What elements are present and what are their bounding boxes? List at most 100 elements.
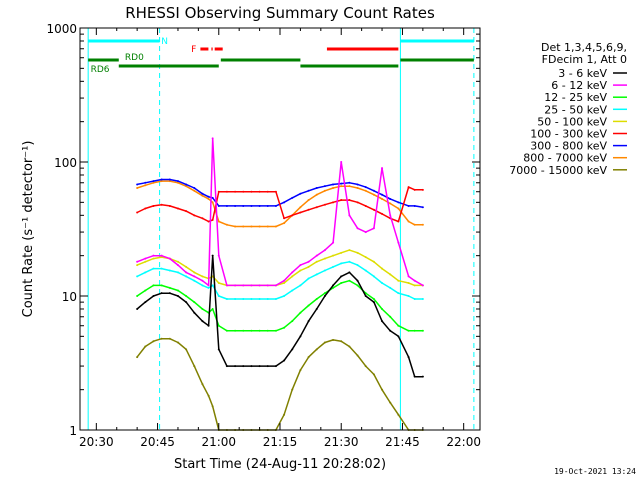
series-point-1-32 [389, 214, 392, 217]
series-point-1-15 [250, 284, 253, 287]
series-point-7-33 [397, 207, 400, 210]
series-point-0-25 [332, 284, 335, 287]
series-point-1-17 [266, 284, 269, 287]
legend-entry-7: 800 - 7000 keV [523, 152, 607, 165]
series-point-6-0 [136, 183, 139, 186]
series-point-2-2 [152, 284, 155, 287]
chart-title: RHESSI Observing Summary Count Rates [125, 4, 435, 22]
series-point-0-5 [176, 295, 179, 297]
series-point-0-10 [211, 254, 214, 257]
series-point-1-34 [407, 275, 410, 278]
series-point-5-35 [413, 188, 416, 191]
series-point-2-27 [348, 279, 351, 282]
series-point-3-28 [356, 264, 359, 267]
series-point-6-24 [323, 185, 326, 188]
series-point-5-7 [193, 214, 196, 217]
x-tick-label-5: 21:45 [385, 435, 420, 449]
series-point-2-15 [250, 329, 253, 332]
series-point-7-13 [234, 225, 237, 228]
series-point-2-28 [356, 284, 359, 287]
series-point-3-32 [389, 286, 392, 289]
series-point-6-1 [144, 181, 147, 184]
series-point-7-31 [381, 197, 384, 200]
series-point-4-21 [299, 269, 302, 272]
series-point-7-15 [250, 225, 253, 228]
series-point-0-36 [421, 375, 424, 378]
series-point-2-34 [407, 329, 410, 332]
series-point-6-32 [389, 197, 392, 200]
series-point-2-21 [299, 311, 302, 314]
series-point-8-9 [207, 394, 210, 397]
series-point-3-1 [144, 271, 147, 274]
series-point-0-6 [185, 301, 188, 304]
series-point-4-22 [307, 265, 310, 268]
series-point-6-30 [372, 189, 375, 192]
series-point-3-20 [291, 289, 294, 292]
series-point-2-6 [185, 295, 188, 297]
series-point-7-21 [299, 206, 302, 209]
series-point-0-21 [299, 335, 302, 338]
axes: 20:30 20:45 21:00 21:15 21:30 21:45 22:00 1 10 10… [46, 22, 481, 449]
series-point-4-1 [144, 260, 147, 263]
series-point-0-18 [274, 365, 277, 368]
series-point-3-22 [307, 277, 310, 280]
series-point-0-35 [413, 375, 416, 378]
series-point-8-2 [152, 340, 155, 343]
series-point-5-31 [381, 212, 384, 215]
series-point-5-27 [348, 199, 351, 202]
series-point-1-25 [332, 241, 335, 244]
series-point-5-17 [266, 190, 269, 193]
series-point-0-14 [242, 365, 245, 368]
series-point-6-13 [234, 204, 237, 207]
series-point-3-24 [323, 269, 326, 272]
series-point-3-29 [364, 269, 367, 272]
series-point-8-22 [307, 356, 310, 359]
series-point-0-29 [364, 295, 367, 297]
series-point-5-1 [144, 207, 147, 210]
series-point-5-23 [315, 206, 318, 209]
series-point-1-14 [242, 284, 245, 287]
series-point-1-33 [397, 241, 400, 244]
series-point-4-34 [407, 282, 410, 285]
flag-label-rd6: RD6 [91, 65, 110, 75]
series-point-7-19 [283, 222, 286, 225]
series-point-7-12 [225, 223, 228, 226]
series-point-3-12 [225, 297, 228, 300]
series-point-3-19 [283, 295, 286, 297]
series-point-5-24 [323, 203, 326, 206]
series-point-5-11 [217, 190, 220, 193]
series-point-3-13 [234, 297, 237, 300]
series-point-0-22 [307, 320, 310, 323]
series-point-2-16 [258, 329, 261, 332]
series-point-6-16 [258, 204, 261, 207]
series-point-6-12 [225, 204, 228, 207]
series-point-0-0 [136, 307, 139, 310]
legend-entry-4: 50 - 100 keV [537, 115, 607, 128]
series-point-6-10 [211, 196, 214, 199]
series-point-4-5 [176, 260, 179, 263]
series-point-7-34 [407, 220, 410, 223]
series-point-3-3 [160, 267, 163, 270]
series-point-6-36 [421, 206, 424, 209]
series-point-1-29 [364, 231, 367, 234]
series-point-5-16 [258, 190, 261, 193]
series-point-8-27 [348, 345, 351, 348]
y-tick-label-3: 1000 [46, 22, 77, 36]
series-point-2-31 [381, 307, 384, 310]
series-point-2-17 [266, 329, 269, 332]
series-point-1-1 [144, 257, 147, 260]
series-point-8-0 [136, 356, 139, 359]
series-point-3-31 [381, 282, 384, 285]
series-point-6-14 [242, 204, 245, 207]
x-tick-label-2: 21:00 [201, 435, 236, 449]
series-point-8-30 [372, 373, 375, 376]
series-point-7-17 [266, 225, 269, 228]
series-point-8-5 [176, 341, 179, 344]
series-point-1-13 [234, 284, 237, 287]
series-point-7-16 [258, 225, 261, 228]
legend-entry-1: 6 - 12 keV [551, 79, 607, 92]
series-point-7-22 [307, 199, 310, 202]
series-point-6-2 [152, 180, 155, 183]
series-point-2-10 [211, 307, 214, 310]
series-point-8-31 [381, 388, 384, 391]
